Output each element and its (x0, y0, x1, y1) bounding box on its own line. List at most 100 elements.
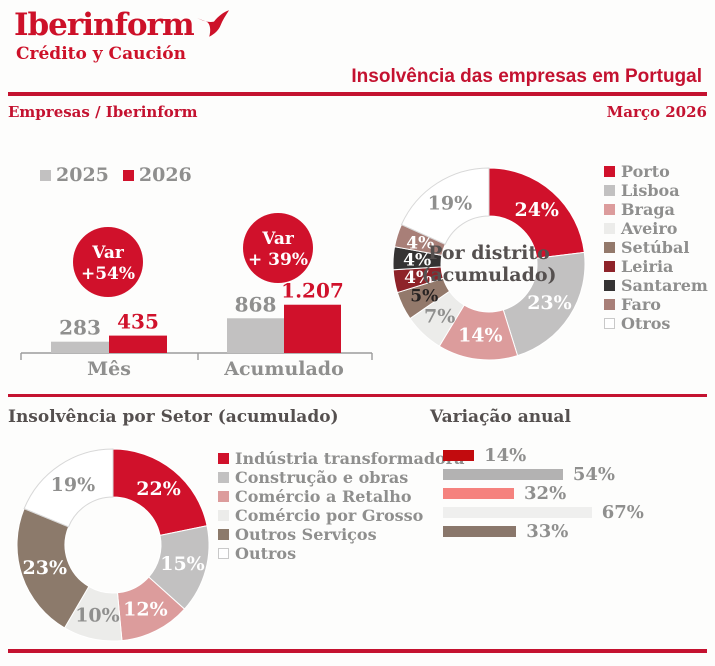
district-slice-pct: 4% (404, 268, 432, 288)
divider-middle (8, 394, 707, 397)
district-slice-pct: 19% (428, 193, 473, 215)
sector-legend-swatch (218, 510, 229, 521)
district-slice-pct: 14% (458, 324, 503, 346)
sector-legend-label: Comércio a Retalho (235, 487, 412, 506)
sector-legend-label: Comércio por Grosso (235, 506, 424, 525)
sector-legend-item: Indústria transformadora (218, 449, 465, 468)
annual-bar (443, 526, 517, 537)
logo-bird-icon (196, 10, 229, 37)
annual-bar-row: 33% (443, 521, 644, 542)
sector-legend-label: Construção e obras (235, 468, 409, 487)
bar-value-2025: 868 (235, 292, 277, 316)
district-legend-item: Otros (604, 314, 708, 333)
annual-bar (443, 507, 592, 518)
district-legend-item: Porto (604, 162, 708, 181)
district-legend-item: Leiria (604, 257, 708, 276)
years-legend: 2025 2026 (40, 164, 192, 186)
sector-slice-pct: 15% (160, 553, 205, 575)
year-legend-item: 2025 (40, 164, 109, 186)
sector-slice-pct: 19% (51, 474, 96, 496)
district-legend-swatch (604, 185, 615, 196)
sector-legend-swatch (218, 453, 229, 464)
sector-slice-Indústria transformadora (112, 448, 208, 536)
sector-slice-pct: 12% (123, 598, 168, 620)
district-slice-pct: 4% (406, 234, 434, 254)
annual-bar (443, 450, 475, 461)
year-legend-swatch (40, 169, 51, 181)
iberinform-logo: Iberinform (14, 8, 230, 42)
report-date: Março 2026 (606, 103, 707, 121)
sector-slice-pct: 23% (23, 557, 67, 579)
breadcrumb: Empresas / Iberinform (8, 103, 198, 121)
district-slice-pct: 4% (403, 251, 431, 271)
sector-legend-swatch (218, 472, 229, 483)
district-legend-label: Setúbal (621, 238, 690, 257)
variation-badge (243, 213, 313, 283)
district-legend-label: Otros (621, 314, 671, 333)
district-slice-Porto (488, 167, 585, 259)
variation-badge-line2: +54% (81, 264, 135, 284)
annual-bar-value: 54% (572, 464, 616, 485)
sector-legend-item: Comércio por Grosso (218, 506, 465, 525)
sector-slice-pct: 22% (136, 478, 181, 500)
annual-bar (443, 488, 515, 499)
district-slice-Lisboa (502, 251, 586, 357)
district-legend-item: Setúbal (604, 238, 708, 257)
sector-slice-pct: 10% (75, 604, 120, 626)
district-legend-swatch (604, 242, 615, 253)
sector-legend: Indústria transformadora Construção e obr… (218, 449, 465, 563)
bar-value-2025: 283 (59, 316, 101, 340)
annual-bar-row: 14% (443, 445, 644, 466)
district-legend: Porto Lisboa Braga Aveiro Setúbal Leiria Santa… (604, 162, 708, 333)
divider-bottom (8, 649, 707, 653)
bar-2025-Mês (51, 341, 109, 353)
district-legend-item: Santarem (604, 276, 708, 295)
district-legend-label: Faro (621, 295, 661, 314)
variation-badge-line1: Var (261, 229, 295, 249)
variation-badge-line1: Var (91, 243, 125, 263)
bar-value-2026: 1.207 (281, 279, 344, 303)
sector-legend-label: Outros Serviços (235, 525, 377, 544)
district-legend-swatch (604, 166, 615, 177)
district-legend-swatch (604, 299, 615, 310)
year-legend-item: 2026 (122, 164, 192, 186)
annual-bar-value: 32% (524, 483, 567, 504)
bar-category-label: Acumulado (223, 358, 344, 380)
bar-2026-Acumulado (284, 304, 341, 353)
annual-bar-row: 54% (443, 464, 644, 485)
district-legend-swatch (604, 223, 615, 234)
annual-bar-value: 33% (526, 521, 569, 542)
bar-2025-Acumulado (227, 318, 284, 353)
sector-slice-Outros Serviços (16, 507, 90, 629)
sector-donut-chart: 22% 15% 12%10% 23% 19% (16, 448, 210, 642)
district-legend-swatch (604, 318, 615, 329)
sector-section-title: Insolvência por Setor (acumulado) (8, 407, 339, 427)
logo-wordmark: Iberinform (14, 7, 195, 43)
district-center-label: Por distrito (428, 242, 550, 264)
district-legend-swatch (604, 204, 615, 215)
district-center-label: (acumulado) (421, 264, 556, 286)
variation-badge (73, 227, 143, 297)
district-slice-pct: 7% (424, 305, 455, 327)
district-legend-label: Lisboa (621, 181, 680, 200)
year-legend-swatch (122, 169, 134, 181)
district-slice-pct: 5% (410, 287, 438, 307)
bar-2026-Mês (109, 335, 167, 353)
annual-bar (443, 469, 563, 480)
district-legend-swatch (604, 261, 615, 272)
district-legend-item: Faro (604, 295, 708, 314)
annual-bar-value: 14% (484, 445, 527, 466)
district-legend-label: Santarem (621, 276, 708, 295)
year-legend-label: 2026 (138, 164, 192, 186)
variation-section-title: Variação anual (430, 407, 571, 427)
district-donut-chart: 24%23%14%7%5%4%4%4%19%Por distrito(acumu… (392, 167, 586, 361)
divider-top (8, 92, 707, 96)
annual-bar-value: 67% (601, 502, 644, 523)
district-legend-label: Aveiro (621, 219, 678, 238)
district-legend-item: Braga (604, 200, 708, 219)
sector-legend-label: Indústria transformadora (235, 449, 465, 468)
year-legend-label: 2025 (56, 164, 109, 186)
annual-bar-row: 32% (443, 483, 644, 504)
district-legend-swatch (604, 280, 615, 291)
